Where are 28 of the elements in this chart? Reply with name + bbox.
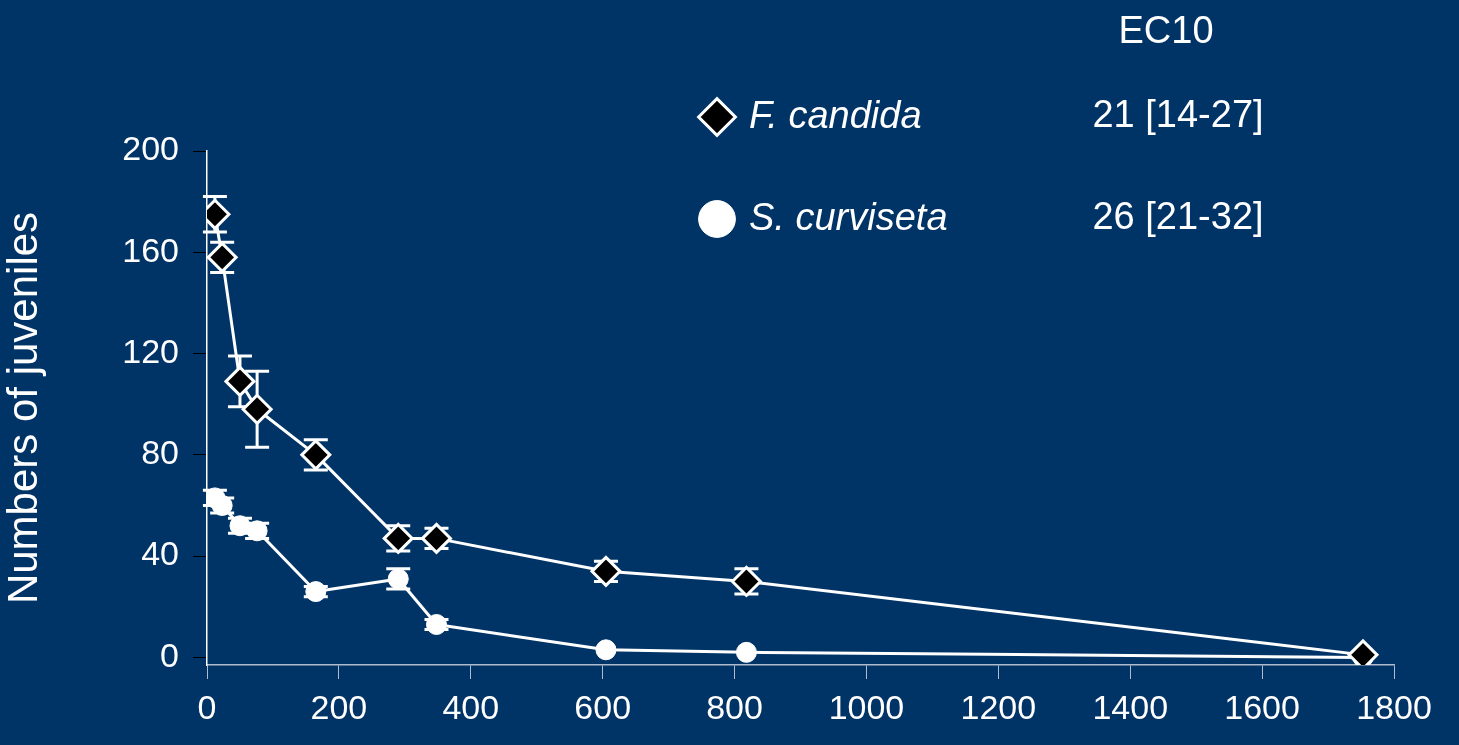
legend-label: F. candida: [749, 93, 922, 136]
legend-label: S. curviseta: [749, 195, 948, 238]
y-tick-label: 40: [141, 534, 179, 573]
point: [425, 613, 447, 635]
point: [735, 641, 757, 663]
y-axis-title: Numbers of juveniles: [0, 211, 46, 605]
annotation: 26 [21-32]: [1092, 195, 1264, 238]
y-tick-label: 200: [122, 129, 179, 168]
point: [305, 581, 327, 603]
x-tick-label: 1000: [828, 687, 905, 726]
y-tick-label: 80: [141, 433, 179, 472]
x-tick-label: 800: [706, 687, 763, 726]
x-tick-label: 1200: [960, 687, 1037, 726]
y-tick-label: 0: [160, 635, 179, 674]
y-tick-label: 160: [122, 230, 179, 269]
x-tick-label: 1400: [1092, 687, 1169, 726]
x-tick-label: 400: [442, 687, 500, 726]
text: EC10: [1118, 9, 1214, 52]
y-tick-label: 120: [122, 331, 179, 370]
point: [241, 393, 273, 425]
point: [595, 639, 617, 661]
text: 21 [14-27]: [1092, 93, 1264, 136]
x-tick-label: 1600: [1224, 687, 1300, 726]
point: [224, 365, 256, 397]
x-tick-label: 600: [574, 687, 632, 726]
x-tick-label: 1800: [1356, 687, 1432, 726]
x-tick-label: 200: [310, 687, 368, 726]
x-tick-label: 0: [197, 687, 217, 726]
